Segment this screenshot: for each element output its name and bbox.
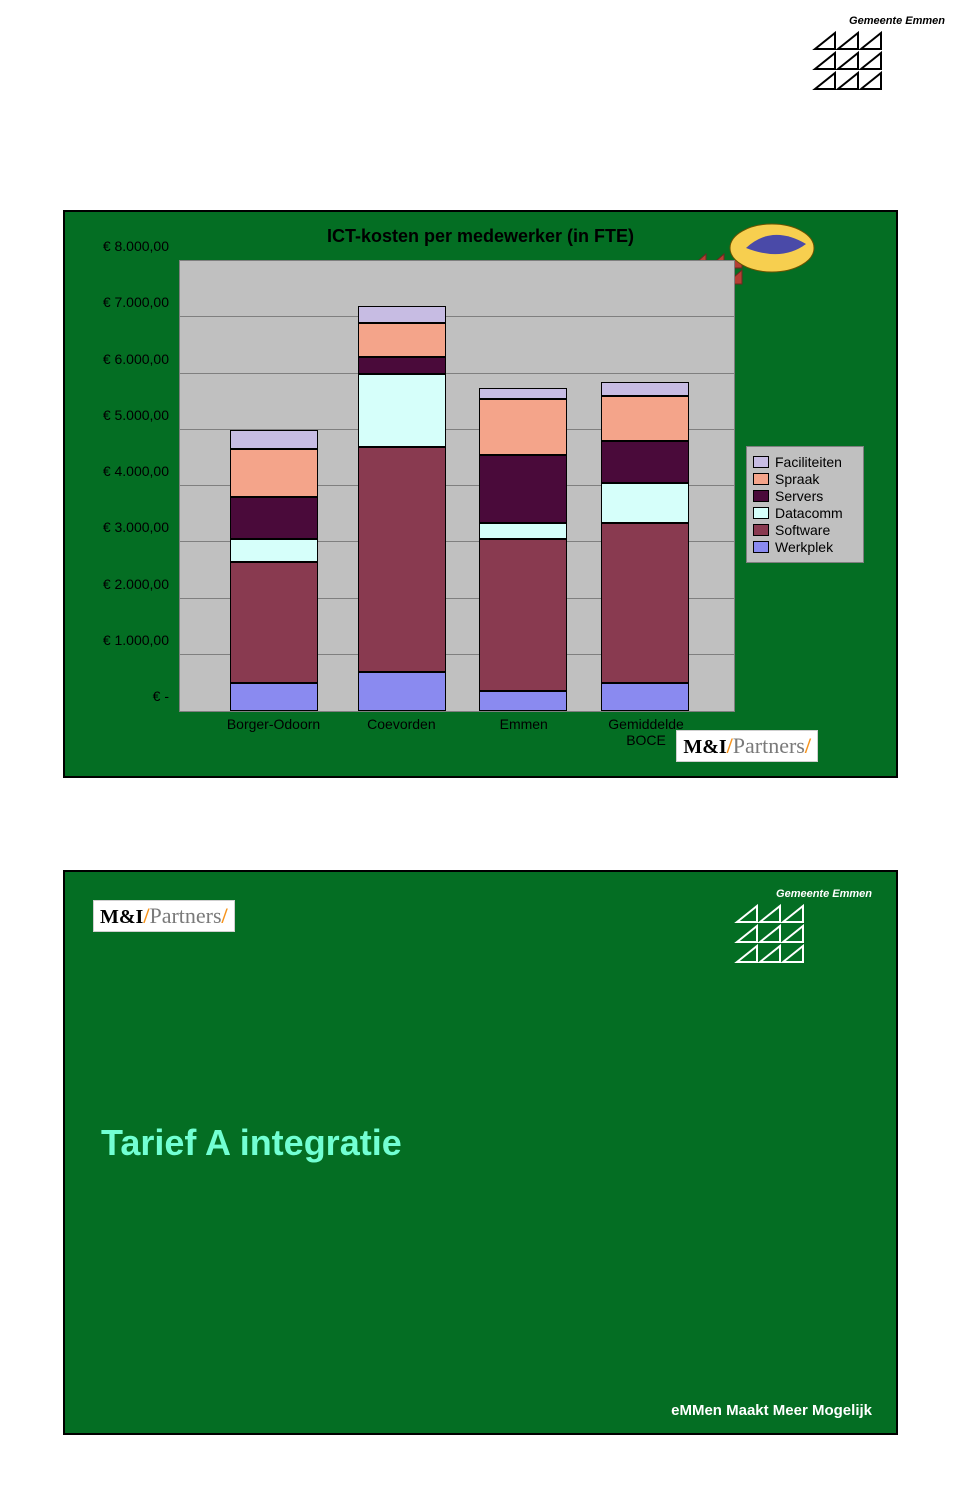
legend-swatch-icon: [753, 541, 769, 553]
x-axis-label: Emmen: [500, 716, 548, 732]
bar-group: [358, 306, 446, 711]
y-axis-label: € 7.000,00: [103, 294, 169, 310]
legend-label: Software: [775, 522, 830, 538]
y-axis-label: € -: [153, 688, 169, 704]
legend-item-software: Software: [753, 522, 857, 538]
gemeente-emmen-icon: [810, 29, 945, 91]
legend-swatch-icon: [753, 490, 769, 502]
legend-item-werkplek: Werkplek: [753, 539, 857, 555]
slide-chart: ICT-kosten per medewerker (in FTE) € -€ …: [63, 210, 898, 778]
y-axis-label: € 6.000,00: [103, 351, 169, 367]
bar-segment-werkplek: [358, 672, 446, 711]
chart-plot-area: [179, 260, 735, 712]
bar-segment-software: [601, 523, 689, 683]
slide2-corner-logo: Gemeente Emmen: [732, 888, 872, 964]
bar-segment-software: [230, 562, 318, 683]
bar-group: [479, 388, 567, 711]
legend-label: Werkplek: [775, 539, 833, 555]
bar-group: [601, 382, 689, 711]
y-axis-label: € 8.000,00: [103, 238, 169, 254]
x-axis-label: Borger-Odoorn: [227, 716, 320, 732]
bar-segment-datacomm: [601, 483, 689, 522]
legend-label: Faciliteiten: [775, 454, 842, 470]
x-axis-labels: Borger-OdoornCoevordenEmmenGemiddelde BO…: [179, 716, 735, 736]
legend-label: Spraak: [775, 471, 819, 487]
bar-segment-faciliteiten: [479, 388, 567, 399]
legend-label: Datacomm: [775, 505, 843, 521]
gemeente-emmen-label: Gemeente Emmen: [810, 15, 945, 27]
legend-label: Servers: [775, 488, 823, 504]
x-axis-label: Coevorden: [367, 716, 436, 732]
grid-line: [180, 316, 734, 317]
mipartners-logo: M&I/Partners/: [676, 730, 818, 762]
bar-segment-spraak: [358, 323, 446, 357]
legend-swatch-icon: [753, 473, 769, 485]
bar-segment-software: [358, 447, 446, 672]
bar-segment-werkplek: [479, 691, 567, 711]
slide-title: M&I/Partners/ Gemeente Emmen Tarief A in…: [63, 870, 898, 1435]
legend-swatch-icon: [753, 507, 769, 519]
grid-line: [180, 260, 734, 261]
gemeente-emmen-label-white: Gemeente Emmen: [732, 888, 872, 900]
chart-legend: FaciliteitenSpraakServersDatacommSoftwar…: [746, 446, 864, 563]
page-corner-logo: Gemeente Emmen: [810, 15, 945, 105]
mipartners-logo-slide2: M&I/Partners/: [93, 900, 235, 932]
legend-item-faciliteiten: Faciliteiten: [753, 454, 857, 470]
grid-line: [180, 373, 734, 374]
bar-segment-spraak: [230, 449, 318, 497]
bar-segment-datacomm: [358, 374, 446, 447]
bar-group: [230, 430, 318, 711]
bar-segment-datacomm: [230, 539, 318, 562]
bar-segment-servers: [601, 441, 689, 483]
bar-segment-servers: [479, 455, 567, 523]
bar-segment-software: [479, 539, 567, 691]
page: Gemeente Emmen ICT-kosten per medewerker…: [0, 0, 960, 1493]
bar-segment-servers: [230, 497, 318, 539]
bar-segment-faciliteiten: [358, 306, 446, 323]
bar-segment-werkplek: [230, 683, 318, 711]
legend-swatch-icon: [753, 524, 769, 536]
slogan: eMMen Maakt Meer Mogelijk: [671, 1402, 872, 1419]
y-axis-label: € 3.000,00: [103, 519, 169, 535]
legend-item-spraak: Spraak: [753, 471, 857, 487]
y-axis-label: € 2.000,00: [103, 576, 169, 592]
y-axis-label: € 5.000,00: [103, 407, 169, 423]
y-axis-label: € 1.000,00: [103, 632, 169, 648]
bar-segment-datacomm: [479, 523, 567, 540]
bar-segment-servers: [358, 357, 446, 374]
y-axis-labels: € - € 1.000,00 € 2.000,00 € 3.000,00 € 4.000…: [77, 260, 173, 712]
bar-segment-werkplek: [601, 683, 689, 711]
legend-item-datacomm: Datacomm: [753, 505, 857, 521]
slide2-title: Tarief A integratie: [101, 1122, 402, 1164]
bar-segment-spraak: [601, 396, 689, 441]
bar-segment-spraak: [479, 399, 567, 455]
bar-segment-faciliteiten: [601, 382, 689, 396]
legend-item-servers: Servers: [753, 488, 857, 504]
legend-swatch-icon: [753, 456, 769, 468]
gemeente-emmen-icon-white: [732, 902, 872, 964]
bar-segment-faciliteiten: [230, 430, 318, 450]
y-axis-label: € 4.000,00: [103, 463, 169, 479]
